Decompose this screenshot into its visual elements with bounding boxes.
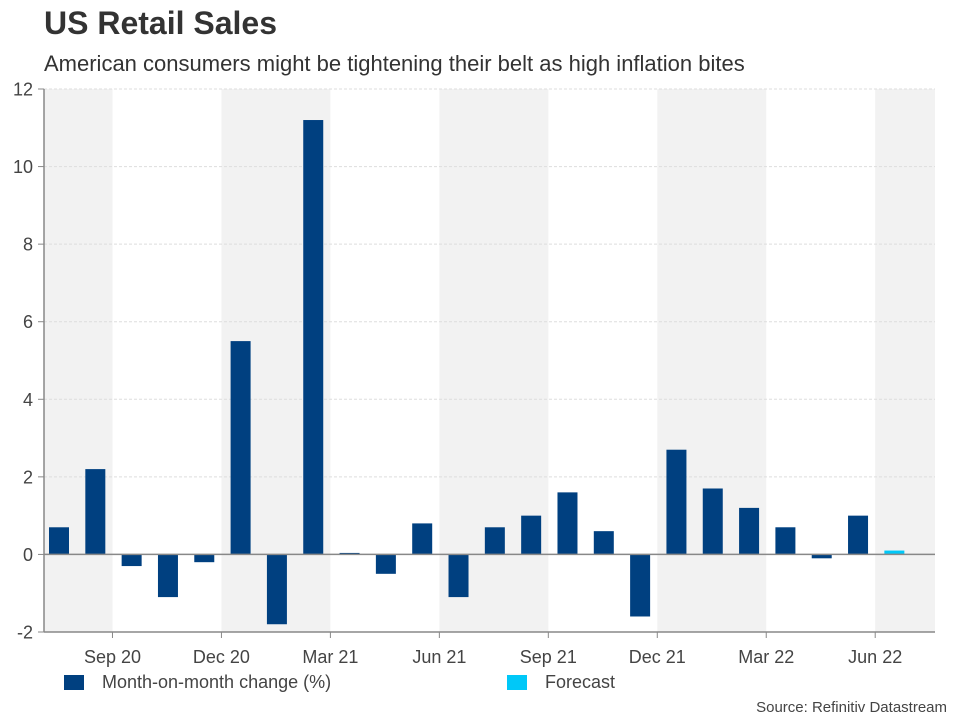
bar-nov-21 — [593, 531, 614, 555]
bar-sep-21 — [521, 515, 542, 555]
bar-dec-21 — [630, 554, 651, 617]
source-note: Source: Refinitiv Datastream — [756, 699, 947, 716]
y-tick-label: 4 — [23, 390, 33, 410]
legend-label-forecast: Forecast — [545, 671, 616, 692]
y-axis-ticks: -2 0 2 4 6 8 10 12 — [13, 80, 44, 643]
x-tick-label: Mar 22 — [738, 647, 794, 667]
y-tick-label: -2 — [17, 623, 33, 643]
x-tick-label: Jun 22 — [848, 647, 902, 667]
x-tick-label: Sep 21 — [520, 647, 577, 667]
bar-jun-22 — [848, 515, 869, 555]
x-axis-ticks: Sep 20 Dec 20 Mar 21 Jun 21 Sep 21 Dec 21 Mar … — [84, 632, 902, 667]
bar-jun-21 — [412, 523, 433, 555]
bar-sep-20 — [85, 469, 106, 555]
bar-may-22 — [811, 554, 832, 559]
bars — [49, 120, 905, 625]
bar-aug-20 — [49, 527, 69, 555]
bar-aug-21 — [484, 527, 505, 555]
bar-nov-20 — [157, 554, 178, 598]
bar-feb-21 — [266, 554, 287, 625]
legend-item-actual: Month-on-month change (%) — [64, 670, 331, 694]
bar-jan-22 — [666, 449, 687, 555]
bar-dec-20 — [194, 554, 215, 563]
bar-oct-20 — [121, 554, 142, 567]
legend-swatch-actual — [64, 674, 84, 690]
bar-may-21 — [375, 554, 396, 574]
gridlines — [44, 88, 935, 478]
bar-apr-22 — [775, 527, 796, 555]
y-tick-label: 10 — [13, 157, 33, 177]
chart-title: US Retail Sales — [44, 5, 277, 41]
x-tick-label: Dec 20 — [193, 647, 250, 667]
bar-mar-22 — [739, 507, 760, 555]
bar-oct-21 — [557, 492, 578, 555]
y-tick-label: 2 — [23, 467, 33, 487]
y-tick-label: 8 — [23, 235, 33, 255]
legend-item-forecast: Forecast — [507, 670, 615, 694]
axes — [43, 89, 935, 633]
x-tick-label: Dec 21 — [629, 647, 686, 667]
y-tick-label: 6 — [23, 312, 33, 332]
x-tick-label: Sep 20 — [84, 647, 141, 667]
x-tick-label: Mar 21 — [302, 647, 358, 667]
legend-swatch-forecast — [507, 674, 527, 690]
bar-mar-21 — [303, 120, 324, 555]
forecast-bar-jul-22 — [884, 550, 905, 555]
chart-subtitle: American consumers might be tightening t… — [44, 51, 745, 76]
y-tick-label: 0 — [23, 545, 33, 565]
x-tick-label: Jun 21 — [412, 647, 466, 667]
bar-jan-21 — [230, 341, 251, 555]
quarter-band — [875, 89, 935, 632]
bar-jul-21 — [448, 554, 469, 598]
legend-label-actual: Month-on-month change (%) — [102, 671, 332, 692]
y-tick-label: 12 — [13, 80, 33, 100]
bar-feb-22 — [702, 488, 723, 555]
